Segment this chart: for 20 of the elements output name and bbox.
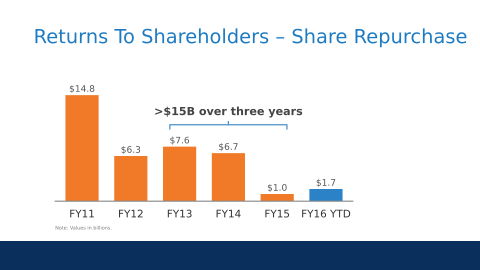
data-label: $6.7: [219, 143, 238, 152]
bar: [309, 188, 343, 202]
bar: [260, 194, 294, 202]
x-tick-label: FY16 YTD: [302, 210, 350, 218]
data-label: $14.8: [70, 84, 94, 94]
data-label: $6.3: [122, 146, 140, 154]
x-tick-label: FY15: [265, 210, 290, 218]
chart-title: Returns To Shareholders – Share Repurchase: [36, 28, 466, 48]
x-tick-label: FY11: [70, 210, 94, 218]
bar: [212, 153, 245, 202]
data-label: $1.7: [316, 178, 336, 188]
x-tick-label: FY14: [216, 210, 241, 218]
bar: [114, 156, 148, 202]
annotation: >$15B over three years: [155, 106, 302, 118]
data-label: $7.6: [170, 136, 190, 145]
x-tick-label: FY13: [168, 210, 192, 218]
data-label: $1.0: [268, 184, 287, 192]
bar: [163, 146, 196, 202]
x-tick-label: FY12: [119, 210, 143, 218]
bar: [65, 95, 99, 202]
